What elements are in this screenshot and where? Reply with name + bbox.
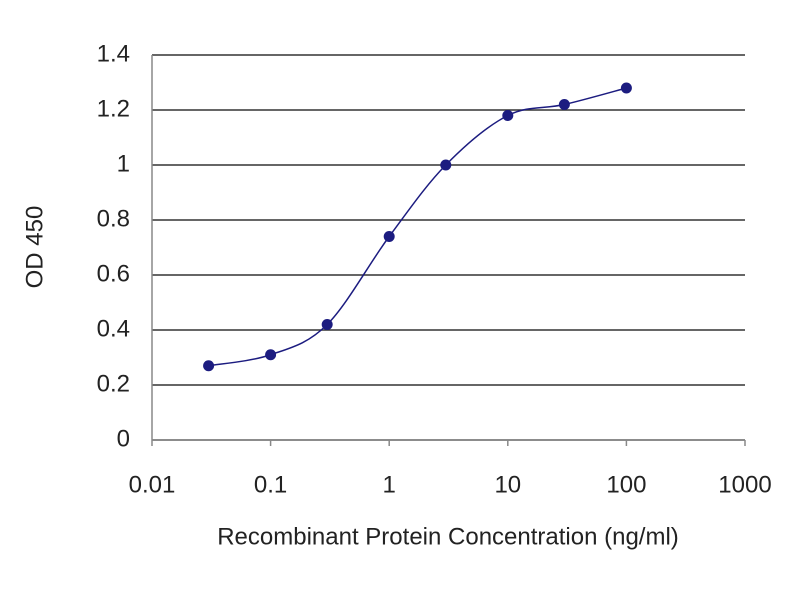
data-point	[383, 231, 395, 242]
y-axis-label: OD 450	[21, 206, 48, 289]
y-tick-label: 1.4	[97, 40, 130, 67]
x-tick-label: 1000	[718, 471, 771, 498]
y-tick-label: 0.2	[97, 370, 130, 397]
data-point	[440, 159, 452, 171]
series-line	[208, 87, 627, 367]
x-tick-label: 0.01	[129, 471, 176, 498]
y-tick-label: 1.2	[97, 95, 130, 122]
y-tick-label: 1	[117, 150, 130, 177]
data-point	[203, 360, 215, 372]
x-tick-label: 0.1	[254, 471, 287, 498]
x-axis-label: Recombinant Protein Concentration (ng/ml…	[217, 523, 679, 550]
data-point	[321, 319, 333, 330]
data-point	[502, 110, 514, 121]
y-tick-label: 0	[117, 425, 130, 452]
data-point	[265, 349, 277, 361]
data-point	[620, 82, 632, 94]
x-tick-label: 100	[606, 471, 646, 498]
x-tick-label: 1	[383, 471, 396, 498]
y-tick-label: 0.8	[97, 205, 130, 232]
y-tick-label: 0.4	[97, 315, 130, 342]
x-tick-label: 10	[494, 471, 521, 498]
data-point	[558, 99, 570, 110]
y-tick-label: 0.6	[97, 260, 130, 287]
